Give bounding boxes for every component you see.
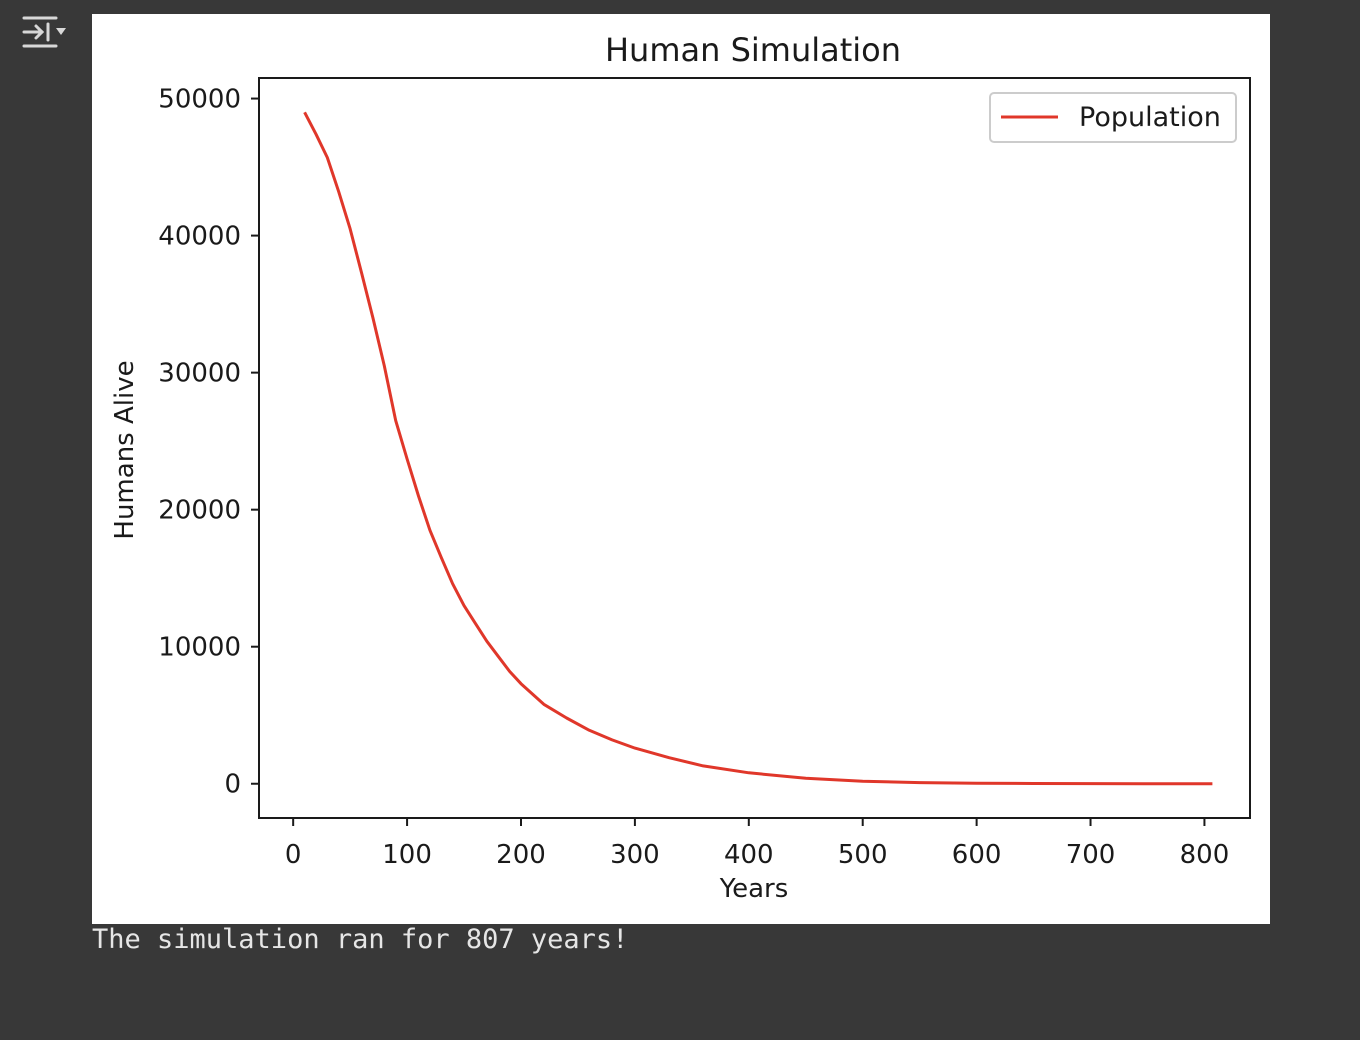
y-tick-label: 30000 [158,359,241,389]
legend-box [989,92,1237,143]
y-tick-label: 50000 [158,85,241,115]
y-axis-ticks: 0 10000 20000 30000 40000 50000 [158,85,259,800]
x-tick-label: 600 [952,840,1002,870]
y-tick-label: 0 [224,770,241,800]
x-tick-label: 100 [382,840,432,870]
y-tick-label: 40000 [158,222,241,252]
x-tick-label: 700 [1066,840,1116,870]
legend: Population [989,92,1237,143]
y-axis-label: Humans Alive [110,360,140,539]
chart-title: Human Simulation [605,31,901,69]
output-collapse-icon [22,16,66,48]
x-axis-label: Years [719,874,789,904]
plot-area-border [258,77,1251,819]
series-line-population [303,111,1213,786]
x-tick-label: 0 [285,840,302,870]
x-tick-label: 200 [496,840,546,870]
x-tick-label: 400 [724,840,774,870]
y-tick-label: 10000 [158,633,241,663]
line-chart: Human Simulation 0 10000 20000 30000 40000 50… [110,31,1251,904]
legend-label-population: Population [1079,102,1221,133]
x-tick-label: 300 [610,840,660,870]
series-layer [303,111,1213,786]
output-collapse-button[interactable] [18,12,70,56]
x-tick-label: 500 [838,840,888,870]
stdout-text: The simulation ran for 807 years! [92,924,629,955]
x-tick-label: 800 [1180,840,1230,870]
plot-output: Human Simulation 0 10000 20000 30000 40000 50… [92,14,1270,924]
x-axis-ticks: 0 100 200 300 400 500 600 700 800 [285,818,1229,870]
y-tick-label: 20000 [158,496,241,526]
